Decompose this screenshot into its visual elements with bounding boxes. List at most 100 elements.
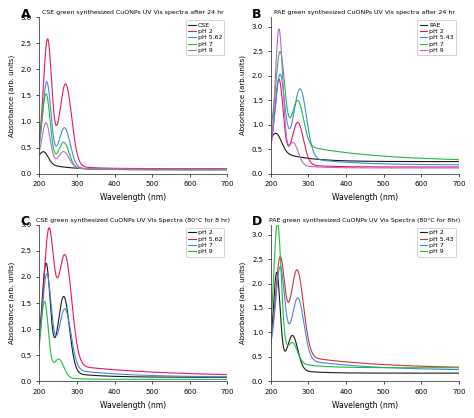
pH 9 xyxy=(70,376,76,381)
pH 9 xyxy=(163,377,168,382)
Text: A: A xyxy=(20,8,30,21)
pH 9 xyxy=(225,167,230,172)
pH 7 xyxy=(43,91,49,96)
Line: pH 9: pH 9 xyxy=(271,29,459,168)
pH 5.43 xyxy=(317,157,322,162)
pH 5.62 xyxy=(225,167,230,172)
pH 7 xyxy=(379,365,385,370)
Line: pH 9: pH 9 xyxy=(271,222,459,368)
Title: CSE green synthesized CuONPs UV Vis Spectra (80°C for 8 hr): CSE green synthesized CuONPs UV Vis Spec… xyxy=(36,218,230,223)
Legend: CSE, pH 2, pH 5.62, pH 7, pH 9: CSE, pH 2, pH 5.62, pH 7, pH 9 xyxy=(186,20,224,55)
pH 7 xyxy=(225,167,230,172)
pH 5.62 xyxy=(46,225,52,230)
pH 5.43 xyxy=(268,337,273,342)
pH 5.62 xyxy=(36,338,42,343)
pH 2 xyxy=(225,166,230,171)
pH 9 xyxy=(394,166,400,171)
pH 5.62 xyxy=(225,372,230,377)
pH 5.62 xyxy=(44,79,50,84)
pH 5.43 xyxy=(317,356,322,361)
CSE xyxy=(163,167,168,172)
pH 2 xyxy=(70,351,76,356)
Y-axis label: Absorbance (arb. units): Absorbance (arb. units) xyxy=(9,262,15,344)
pH 2 xyxy=(276,77,282,82)
pH 5.43 xyxy=(456,162,462,167)
PAE xyxy=(301,155,307,160)
pH 7 xyxy=(394,365,400,370)
pH 5.43 xyxy=(379,362,385,367)
Y-axis label: Absorbance (arb. units): Absorbance (arb. units) xyxy=(9,54,15,137)
pH 7 xyxy=(317,146,322,151)
pH 7 xyxy=(178,374,184,379)
pH 5.43 xyxy=(456,364,462,370)
pH 9 xyxy=(42,299,47,304)
CSE xyxy=(178,167,184,172)
pH 5.43 xyxy=(278,254,283,259)
pH 9 xyxy=(268,324,273,329)
CSE xyxy=(70,166,76,171)
pH 9 xyxy=(456,166,462,171)
pH 7 xyxy=(277,49,283,54)
pH 2 xyxy=(379,164,385,169)
pH 9 xyxy=(148,167,154,172)
pH 5.62 xyxy=(70,309,76,314)
PAE xyxy=(379,159,385,164)
pH 7 xyxy=(225,374,230,379)
pH 5.43 xyxy=(394,363,400,368)
pH 5.62 xyxy=(70,152,76,157)
pH 2 xyxy=(225,375,230,380)
pH 2 xyxy=(163,166,168,171)
pH 9 xyxy=(178,167,184,172)
Line: pH 2: pH 2 xyxy=(271,79,459,167)
pH 2 xyxy=(301,366,307,371)
CSE xyxy=(40,149,46,154)
pH 5.43 xyxy=(353,360,359,365)
pH 2 xyxy=(36,336,42,341)
pH 9 xyxy=(225,377,230,382)
pH 5.43 xyxy=(301,309,307,314)
Line: pH 5.43: pH 5.43 xyxy=(271,257,459,367)
Line: pH 5.62: pH 5.62 xyxy=(39,228,228,375)
pH 2 xyxy=(85,165,91,170)
pH 9 xyxy=(456,365,462,370)
pH 9 xyxy=(276,26,282,31)
pH 7 xyxy=(178,167,184,172)
pH 7 xyxy=(36,141,42,146)
pH 5.62 xyxy=(148,167,154,172)
pH 2 xyxy=(456,165,462,170)
X-axis label: Wavelength (nm): Wavelength (nm) xyxy=(100,193,166,202)
pH 2 xyxy=(148,166,154,171)
pH 9 xyxy=(122,166,128,171)
pH 2 xyxy=(178,375,184,380)
pH 9 xyxy=(410,166,416,171)
Y-axis label: Absorbance (arb. units): Absorbance (arb. units) xyxy=(240,262,246,344)
pH 2 xyxy=(148,375,154,380)
pH 2 xyxy=(163,375,168,380)
Y-axis label: Absorbance (arb.units): Absorbance (arb.units) xyxy=(240,56,246,135)
pH 2 xyxy=(456,371,462,376)
PAE xyxy=(317,157,322,162)
pH 7 xyxy=(301,324,307,329)
pH 5.43 xyxy=(277,72,283,77)
pH 5.62 xyxy=(36,142,42,147)
Line: pH 2: pH 2 xyxy=(39,263,228,377)
X-axis label: Wavelength (nm): Wavelength (nm) xyxy=(332,193,398,202)
pH 2 xyxy=(317,163,322,168)
pH 7 xyxy=(36,339,42,344)
pH 2 xyxy=(36,137,42,142)
CSE xyxy=(225,167,230,172)
pH 7 xyxy=(410,155,416,161)
Line: pH 5.43: pH 5.43 xyxy=(271,74,459,165)
pH 5.62 xyxy=(85,364,91,370)
X-axis label: Wavelength (nm): Wavelength (nm) xyxy=(100,401,166,410)
pH 9 xyxy=(353,165,359,170)
pH 7 xyxy=(410,366,416,371)
Line: CSE: CSE xyxy=(39,152,228,170)
pH 2 xyxy=(268,342,273,347)
pH 9 xyxy=(274,219,280,224)
pH 9 xyxy=(43,120,49,125)
Line: pH 7: pH 7 xyxy=(39,94,228,170)
pH 9 xyxy=(36,343,42,348)
Title: PAE green synthesized CuONPs UV Vis spectra after 24 hr: PAE green synthesized CuONPs UV Vis spec… xyxy=(274,10,456,15)
pH 9 xyxy=(301,361,307,366)
